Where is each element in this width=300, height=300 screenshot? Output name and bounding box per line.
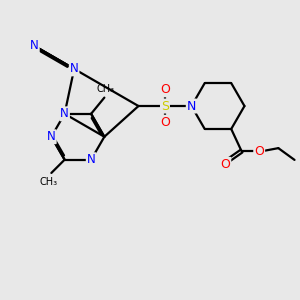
- Text: O: O: [254, 145, 264, 158]
- Text: CH₃: CH₃: [39, 177, 58, 188]
- Text: S: S: [161, 100, 169, 112]
- Text: O: O: [160, 83, 170, 96]
- Text: N: N: [47, 130, 56, 143]
- Text: N: N: [30, 40, 39, 52]
- Text: O: O: [160, 116, 170, 129]
- Text: O: O: [220, 158, 230, 171]
- Text: N: N: [187, 100, 196, 112]
- Text: N: N: [60, 107, 69, 120]
- Text: CH₃: CH₃: [97, 84, 115, 94]
- Text: N: N: [87, 153, 95, 166]
- Text: N: N: [70, 62, 79, 75]
